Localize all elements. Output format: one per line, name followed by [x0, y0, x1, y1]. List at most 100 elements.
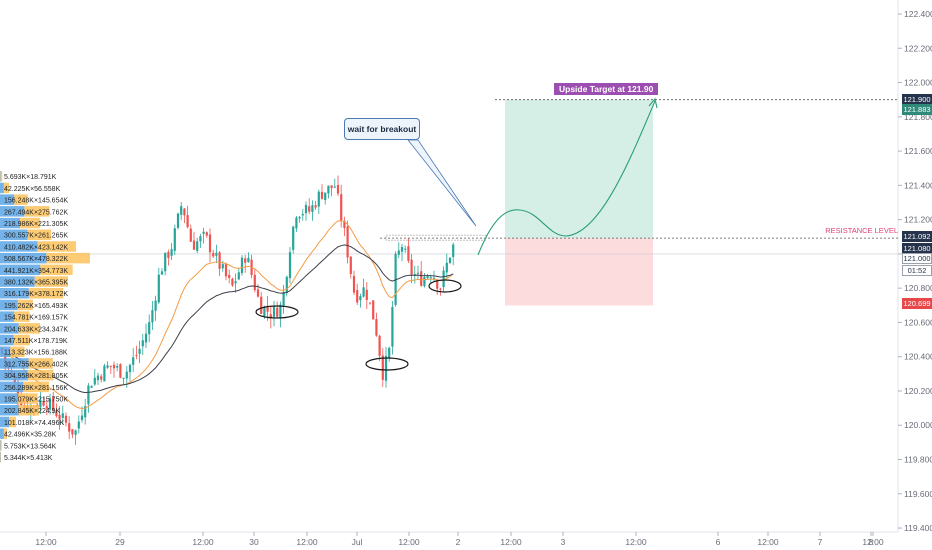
x-tick-label: 12:00	[500, 537, 522, 547]
candle-body	[144, 333, 148, 343]
volume-profile-label: 42.225K×56.558K	[4, 186, 61, 193]
volume-profile-label: 154.781K×169.157K	[4, 315, 68, 322]
price-tag: 121.883	[902, 103, 932, 115]
candle-body	[90, 386, 93, 388]
candle-body	[109, 365, 112, 367]
candle-body	[429, 277, 432, 279]
candle-body	[208, 234, 212, 253]
y-tick-label: 121.200	[904, 215, 932, 225]
candle-body	[132, 357, 135, 365]
volume-profile-buy-bar	[0, 369, 28, 381]
volume-profile-buy-bar	[0, 229, 28, 240]
x-tick-label: 8	[869, 537, 874, 547]
callout-pointer	[407, 139, 477, 227]
candle-body	[128, 364, 132, 373]
volume-profile-label: 380.132K×365.395K	[4, 280, 68, 287]
projection-curve	[477, 100, 656, 256]
volume-profile-buy-bar	[0, 299, 18, 311]
price-tag: 121.000	[902, 252, 932, 264]
volume-profile-label: 312.755K×266.402K	[4, 361, 68, 368]
candle-body	[61, 413, 64, 418]
candle-body	[298, 217, 301, 219]
volume-profile-label: 316.179K×378.172K	[4, 291, 68, 298]
volume-profile-label: 218.986K×221.305K	[4, 221, 68, 228]
candle-body	[196, 241, 199, 251]
candle-body	[404, 248, 407, 250]
volume-profile-buy-bar	[0, 405, 19, 416]
volume-profile-sell-bar	[28, 358, 53, 369]
volume-profile-label: 147.511K×178.719K	[4, 338, 68, 345]
volume-profile-sell-bar	[3, 428, 8, 439]
candle-body	[391, 306, 394, 347]
candle-body	[189, 228, 192, 242]
candle-body	[352, 276, 356, 293]
volume-profile-sell-bar	[17, 299, 33, 311]
candle-body	[253, 274, 256, 291]
y-tick-label: 120.800	[904, 283, 932, 293]
candle-body	[4, 353, 7, 363]
volume-profile-label: 202.845K×224.9K	[4, 408, 61, 415]
candle-body	[112, 364, 116, 369]
candle-body	[372, 300, 375, 320]
volume-profile-buy-bar	[0, 241, 38, 252]
volume-profile-sell-bar	[27, 229, 52, 240]
candle-body	[436, 279, 439, 289]
candle-body	[416, 272, 420, 274]
candle-body	[330, 185, 333, 189]
candle-body	[138, 348, 141, 354]
y-tick-label: 121.600	[904, 146, 932, 156]
candle-body	[116, 366, 119, 368]
price-tag: 121.080	[902, 242, 932, 254]
volume-profile-buy-bar	[0, 393, 18, 404]
candle-body	[452, 244, 455, 257]
candle-body	[52, 396, 55, 410]
x-tick-label: 2	[456, 537, 461, 547]
x-tick-label: 12:00	[296, 537, 318, 547]
volume-profile-buy-bar	[0, 334, 14, 346]
candle-body	[426, 276, 429, 279]
candle-body	[320, 191, 324, 199]
candle-body	[407, 246, 410, 261]
volume-profile-buy-bar	[0, 288, 29, 299]
y-tick-label: 122.000	[904, 78, 932, 88]
candle-body	[365, 289, 368, 300]
volume-profile-buy-bar	[0, 276, 35, 287]
candle-body	[224, 263, 228, 277]
volume-profile-label: 441.921K×354.773K	[4, 268, 68, 275]
volume-profile-sell-bar	[18, 323, 41, 334]
x-tick-label: 12:00	[862, 537, 884, 547]
candle-body	[103, 365, 106, 382]
volume-profile-sell-bar	[0, 440, 2, 451]
swing-low-marker	[428, 279, 462, 293]
y-tick-label: 121.400	[904, 180, 932, 190]
candle-body	[397, 250, 400, 255]
candle-body	[276, 307, 279, 317]
candle-body	[119, 364, 122, 378]
volume-profile-sell-bar	[46, 252, 90, 264]
candle-body	[42, 401, 45, 406]
candle-body	[80, 415, 84, 420]
candle-body	[68, 423, 71, 432]
volume-profile-label: 101.018K×74.496K	[4, 420, 64, 427]
candle-body	[122, 377, 125, 379]
candle-body	[151, 310, 154, 323]
volume-profile-buy-bar	[0, 311, 15, 322]
volume-profile-label: 113.323K×156.188K	[4, 350, 68, 357]
candle-body	[218, 252, 221, 269]
candle-body	[71, 429, 74, 435]
x-tick-label: 3	[561, 537, 566, 547]
volume-profile-sell-bar	[27, 369, 54, 381]
volume-profile-label: 42.496K×35.28K	[4, 432, 57, 439]
volume-profile-label: 156.248K×145.654K	[4, 198, 68, 205]
volume-profile-sell-bar	[14, 311, 30, 322]
candle-body	[170, 249, 173, 256]
volume-profile-label: 204.633K×234.347K	[4, 326, 68, 333]
candle-body	[154, 300, 157, 311]
risk-zone	[505, 238, 653, 306]
candle-body	[410, 259, 413, 275]
candle-body	[125, 371, 128, 379]
y-tick-label: 120.200	[904, 386, 932, 396]
candle-body	[215, 252, 218, 256]
candle-body	[237, 272, 240, 280]
